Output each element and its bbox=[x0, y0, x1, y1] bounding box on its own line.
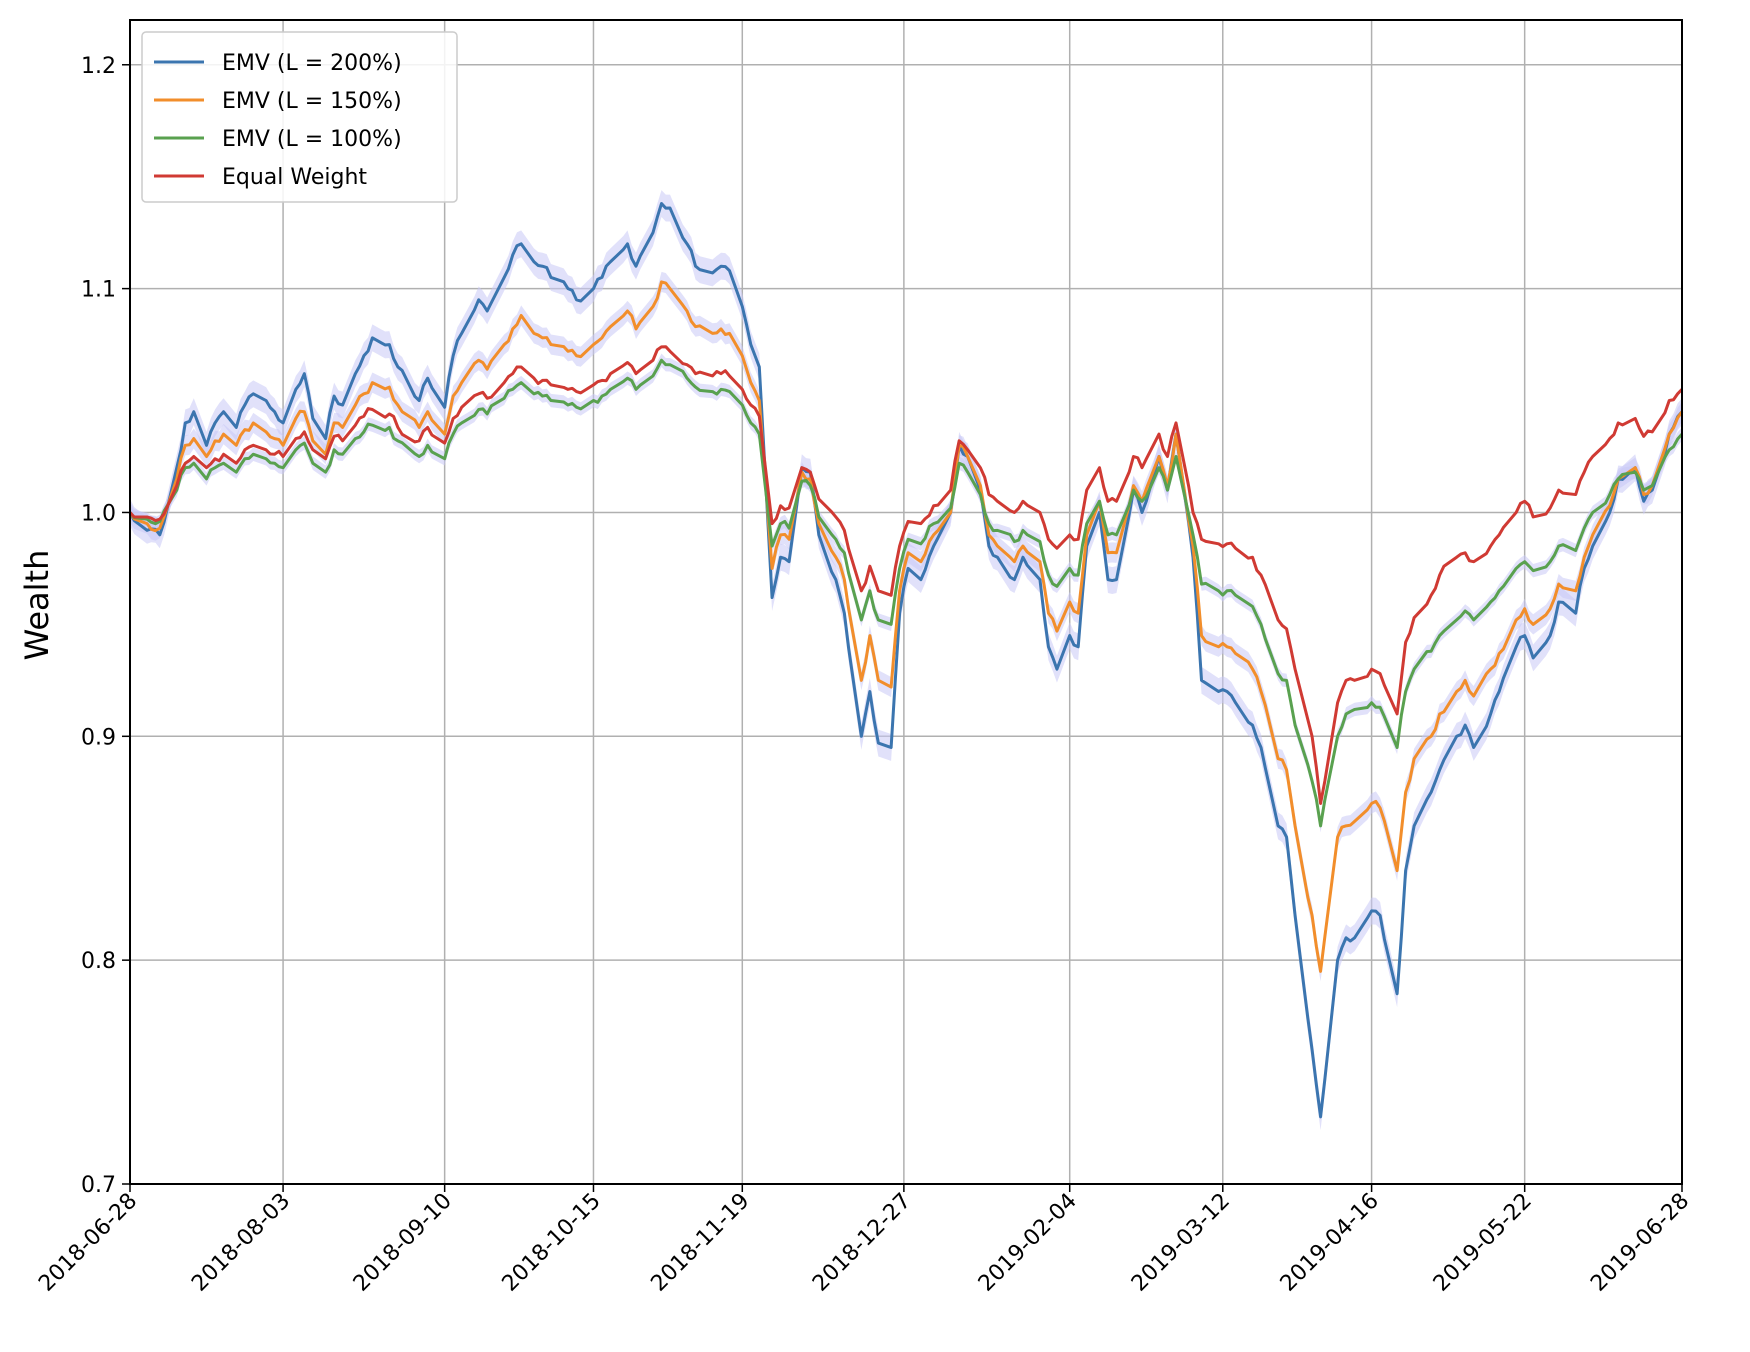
y-axis-ticks: 0.7 0.8 0.9 1.0 1.1 1.2 bbox=[81, 54, 130, 1198]
legend-label: Equal Weight bbox=[222, 165, 367, 190]
grid bbox=[129, 20, 1683, 1185]
y-tick-label: 1.1 bbox=[81, 278, 116, 303]
series-line bbox=[128, 202, 1684, 1119]
legend-label: EMV (L = 200%) bbox=[222, 51, 402, 76]
legend-label: EMV (L = 150%) bbox=[222, 89, 402, 114]
series-lines bbox=[128, 202, 1684, 1119]
series-line bbox=[128, 280, 1684, 973]
plot-frame bbox=[129, 19, 1683, 1185]
series-line bbox=[128, 358, 1684, 828]
series-line bbox=[128, 345, 1684, 805]
y-axis-label: Wealth bbox=[18, 550, 56, 661]
y-tick-label: 0.7 bbox=[81, 1173, 116, 1198]
y-tick-label: 0.8 bbox=[81, 949, 116, 974]
y-tick-label: 1.2 bbox=[81, 54, 116, 79]
legend: EMV (L = 200%) EMV (L = 150%) EMV (L = 100… bbox=[141, 31, 458, 203]
y-tick-label: 1.0 bbox=[81, 501, 116, 526]
y-tick-label: 0.9 bbox=[81, 725, 116, 750]
legend-label: EMV (L = 100%) bbox=[222, 127, 402, 152]
legend-frame bbox=[141, 31, 458, 203]
